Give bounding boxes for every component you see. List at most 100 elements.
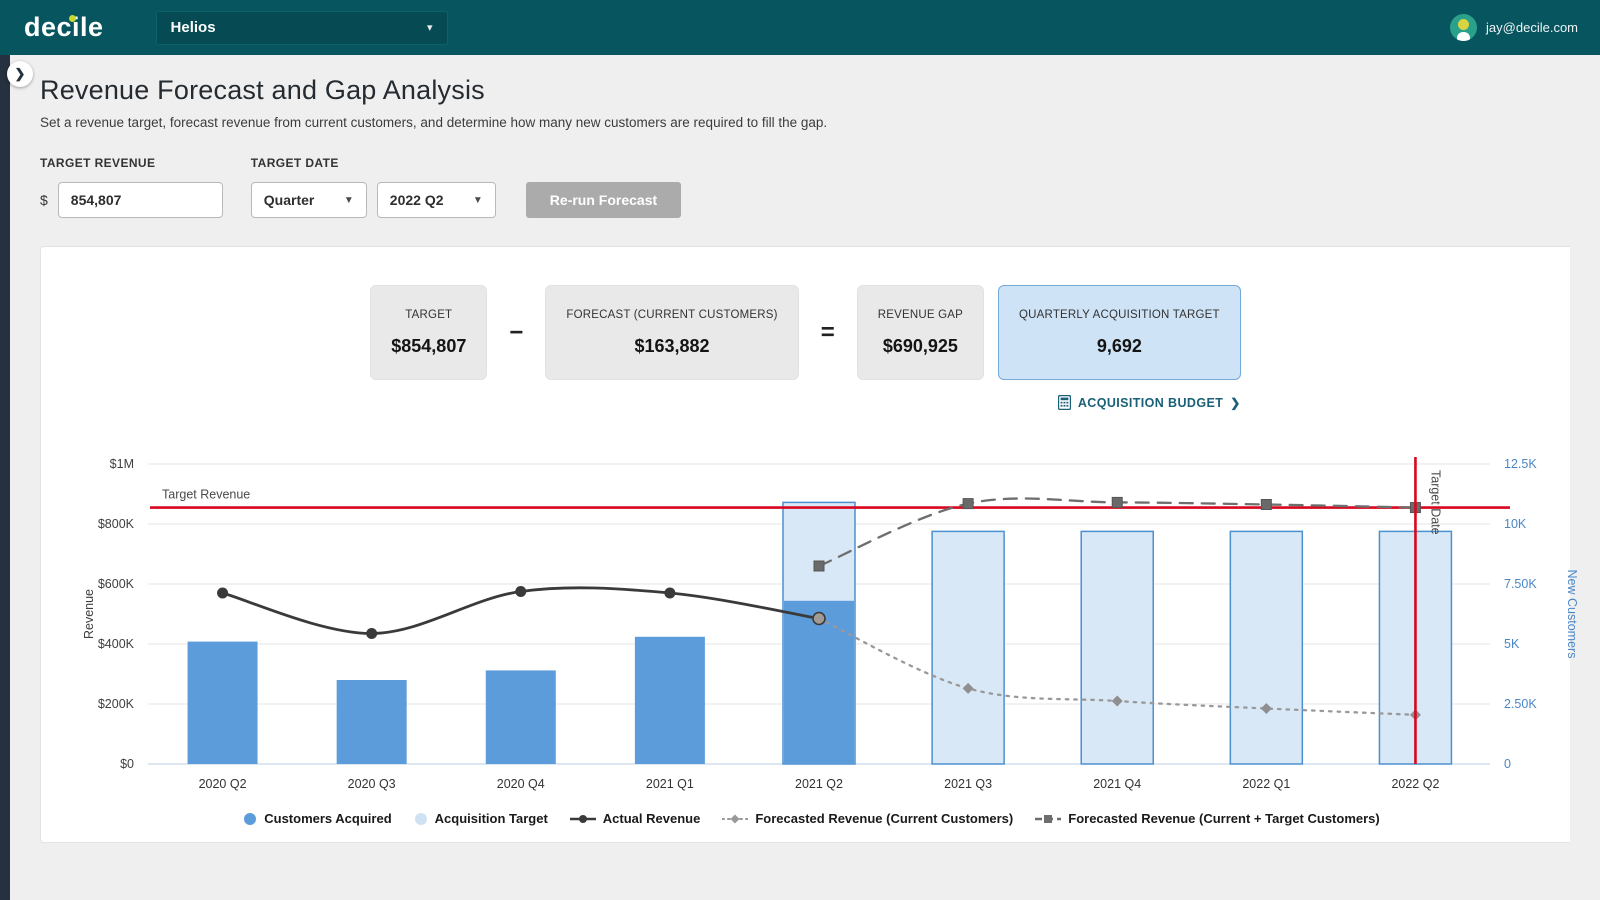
bar [634,636,705,764]
target-revenue-label: TARGET REVENUE [40,156,156,170]
forecast-panel: TARGET $854,807 − FORECAST (CURRENT CUST… [40,246,1579,843]
legend-item[interactable]: Actual Revenue [569,811,701,826]
chevron-down-icon: ▼ [343,194,354,206]
period-select-value: Quarter [263,192,315,208]
legend-swatch [722,814,749,823]
legend-label: Acquisition Target [434,811,548,826]
forecast-card: FORECAST (CURRENT CUSTOMERS) $163,882 [545,285,799,380]
svg-text:2021 Q4: 2021 Q4 [1093,777,1141,791]
target-revenue-input[interactable] [57,182,223,218]
brand-logo-text: decile [24,12,104,42]
workspace-select[interactable]: Helios ▾ [155,10,448,45]
svg-text:2022 Q2: 2022 Q2 [1391,777,1439,791]
bar [784,600,854,764]
marker [217,587,229,599]
acquisition-budget-link-label: ACQUISITION BUDGET [1077,395,1224,410]
bars [187,501,1453,765]
svg-text:2021 Q1: 2021 Q1 [646,777,694,791]
legend-label: Customers Acquired [264,811,392,826]
target-date-select-value: 2022 Q2 [389,192,444,208]
svg-text:$400K: $400K [98,637,135,651]
svg-text:2021 Q2: 2021 Q2 [795,777,843,791]
target-date-label: TARGET DATE [250,156,339,170]
acquisition-budget-link[interactable]: ACQUISITION BUDGET ❯ [1057,395,1241,410]
bar [1229,530,1304,765]
marker [366,628,378,639]
marker [1260,499,1272,510]
revenue-gap-card: REVENUE GAP $690,925 [856,285,984,380]
forecast-card-value: $163,882 [634,335,710,356]
legend-item[interactable]: Forecasted Revenue (Current + Target Cus… [1035,811,1380,826]
page-title: Revenue Forecast and Gap Analysis [40,75,485,105]
marker [813,560,825,572]
currency-prefix: $ [40,192,48,208]
legend-item[interactable]: Customers Acquired [243,811,392,826]
avatar-body [1457,32,1471,41]
chevron-right-icon: ❯ [14,66,26,81]
legend-label: Forecasted Revenue (Current + Target Cus… [1068,811,1380,826]
chevron-right-icon: ❯ [1230,395,1241,410]
target-card-label: TARGET [405,308,453,321]
period-select[interactable]: Quarter ▼ [250,182,367,218]
acquisition-target-card-value: 9,692 [1096,335,1142,356]
svg-text:2022 Q1: 2022 Q1 [1242,777,1290,791]
legend-swatch [414,812,427,825]
bar [336,680,407,764]
legend-swatch [569,814,596,823]
sidebar-expand-button[interactable]: ❯ [7,61,33,87]
target-card-value: $854,807 [391,335,467,356]
gap-equation: TARGET $854,807 − FORECAST (CURRENT CUST… [370,285,1241,380]
svg-text:0: 0 [1504,757,1511,771]
actual-revenue-line [217,586,826,639]
left-axis-title: Revenue [82,589,96,639]
rerun-forecast-button[interactable]: Re-run Forecast [525,182,682,218]
marker [515,586,527,597]
marker [1111,496,1123,508]
svg-text:$600K: $600K [98,577,135,591]
legend-item[interactable]: Forecasted Revenue (Current Customers) [722,811,1013,826]
bar [931,530,1005,765]
revenue-gap-card-label: REVENUE GAP [877,308,963,321]
acquisition-target-card-label: QUARTERLY ACQUISITION TARGET [1019,308,1220,321]
target-date-line: Target Date [1414,457,1442,764]
equals-operator: = [820,318,835,346]
target-card: TARGET $854,807 [370,285,488,380]
marker [664,587,676,599]
bar [187,641,258,764]
legend-item[interactable]: Acquisition Target [414,811,548,826]
bar [485,670,556,764]
marker [1111,695,1123,707]
target-date-select[interactable]: 2022 Q2 ▼ [376,182,496,218]
svg-text:7.50K: 7.50K [1504,577,1537,591]
top-bar: decile Helios ▾ jay@decile.com [0,0,1600,55]
chevron-down-icon: ▼ [472,194,483,206]
legend-swatch [1035,814,1062,823]
calculator-icon [1057,395,1071,410]
forecast-chart: $0 0 $200K 2.50K $400K 5K $600K 7.50K $800K 10K $1… [82,457,1579,791]
target-revenue-line: Target Revenue [150,488,1510,509]
user-email[interactable]: jay@decile.com [1486,20,1578,35]
avatar-head [1458,19,1470,30]
svg-text:2020 Q3: 2020 Q3 [348,777,396,791]
svg-text:12.5K: 12.5K [1504,457,1537,471]
svg-text:$1M: $1M [110,457,134,471]
svg-text:2020 Q4: 2020 Q4 [497,777,545,791]
revenue-gap-card-value: $690,925 [882,335,958,356]
legend-swatch [244,812,257,825]
svg-text:Target Date: Target Date [1428,470,1442,535]
collapsed-sidebar [0,55,10,900]
user-avatar[interactable] [1450,14,1478,41]
acquisition-target-card: QUARTERLY ACQUISITION TARGET 9,692 [998,285,1241,380]
svg-text:$200K: $200K [98,697,135,711]
legend-label: Actual Revenue [602,811,701,826]
brand-logo-dot [69,15,76,22]
forecast-card-label: FORECAST (CURRENT CUSTOMERS) [566,308,778,321]
svg-text:2.50K: 2.50K [1504,697,1537,711]
chevron-down-icon: ▾ [427,22,433,34]
svg-text:10K: 10K [1504,517,1527,531]
brand-logo[interactable]: decile [24,12,104,43]
marker [962,498,974,510]
minus-operator: − [509,318,524,346]
right-axis-title: New Customers [1565,570,1579,659]
svg-text:5K: 5K [1504,637,1520,651]
